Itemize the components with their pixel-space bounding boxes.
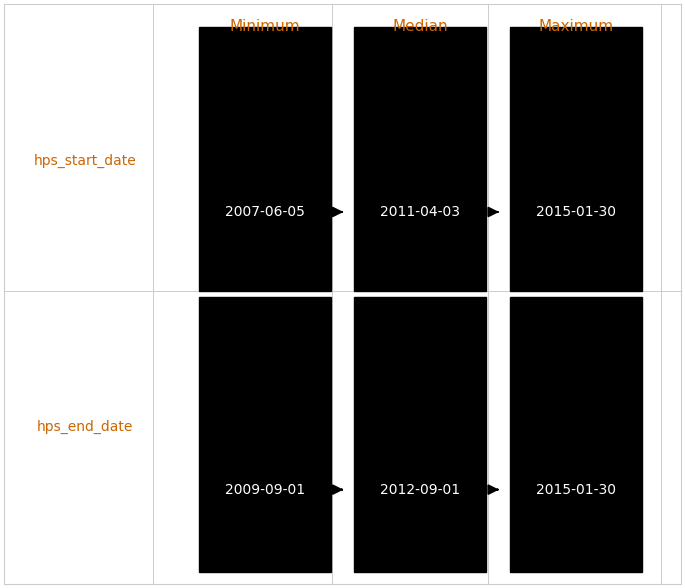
Bar xyxy=(199,297,331,572)
Bar xyxy=(510,28,642,291)
Text: 2012-09-01: 2012-09-01 xyxy=(380,483,460,497)
Text: Maximum: Maximum xyxy=(538,19,614,34)
Text: hps_end_date: hps_end_date xyxy=(37,420,134,435)
Text: 2011-04-03: 2011-04-03 xyxy=(380,205,460,219)
Text: 2015-01-30: 2015-01-30 xyxy=(536,483,616,497)
Text: Minimum: Minimum xyxy=(229,19,300,34)
Text: 2007-06-05: 2007-06-05 xyxy=(225,205,305,219)
Bar xyxy=(199,28,331,291)
Bar xyxy=(354,297,486,572)
Text: 2015-01-30: 2015-01-30 xyxy=(536,205,616,219)
Text: hps_start_date: hps_start_date xyxy=(34,153,137,168)
Bar xyxy=(510,297,642,572)
Bar xyxy=(354,28,486,291)
Text: Median: Median xyxy=(393,19,448,34)
Text: 2009-09-01: 2009-09-01 xyxy=(225,483,305,497)
